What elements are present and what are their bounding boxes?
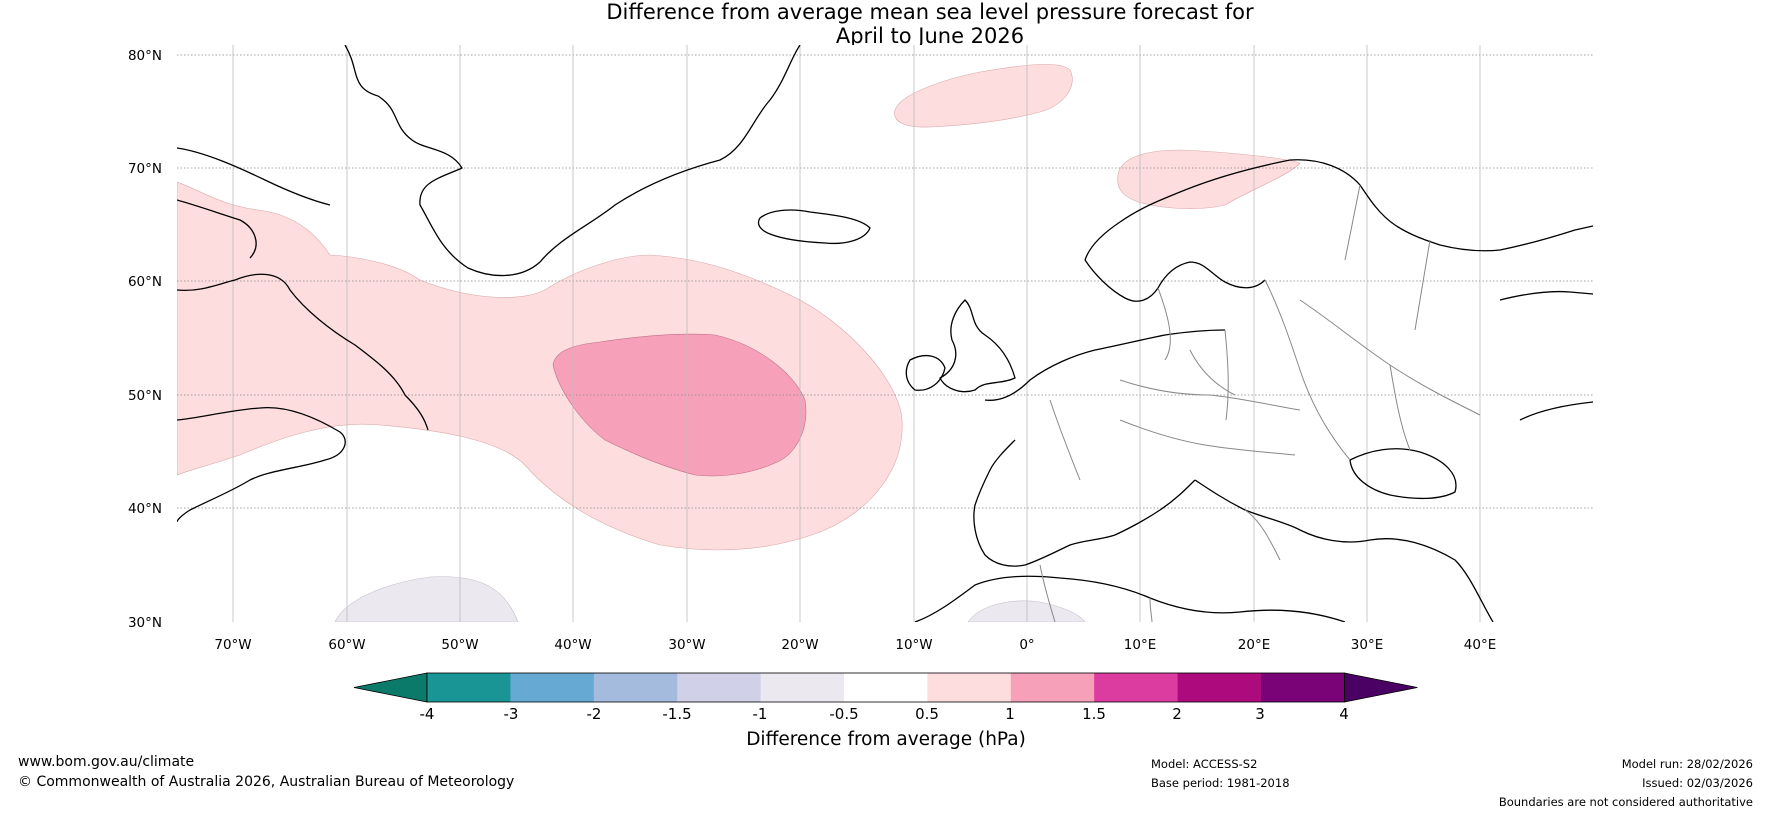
meridians <box>232 45 1481 622</box>
lon-label-40e: 40°E <box>1464 637 1496 653</box>
lon-label-60w: 60°W <box>328 637 365 653</box>
cb-tick-label: 1.5 <box>1082 705 1106 723</box>
cb-tick-label: -0.5 <box>829 705 858 723</box>
graticule <box>177 54 1593 509</box>
lat-label-50n: 50°N <box>128 388 162 404</box>
colorbar-segment <box>844 673 928 702</box>
colorbar-segment <box>1010 673 1095 702</box>
lon-label-0: 0° <box>1019 637 1034 653</box>
colorbar-segments <box>353 672 1418 703</box>
cb-tick-label: -1.5 <box>662 705 691 723</box>
cb-tick-label: 2 <box>1172 705 1182 723</box>
lat-label-40n: 40°N <box>128 501 162 517</box>
footer-model-run: Model run: 28/02/2026 <box>1621 757 1753 771</box>
cb-tick-label: -2 <box>587 705 602 723</box>
lon-label-70w: 70°W <box>214 637 251 653</box>
colorbar-outline <box>426 672 1345 703</box>
map-title: Difference from average mean sea level p… <box>560 0 1300 48</box>
lon-label-20w: 20°W <box>781 637 818 653</box>
title-line-2: April to June 2026 <box>835 24 1025 48</box>
latitude-labels: 80°N 70°N 60°N 50°N 40°N 30°N <box>128 48 162 631</box>
colorbar-extend-high <box>1344 672 1418 703</box>
cb-tick-label: 1 <box>1005 705 1015 723</box>
lon-label-10w: 10°W <box>895 637 932 653</box>
footer-issued: Issued: 02/03/2026 <box>1642 776 1753 790</box>
lon-label-10e: 10°E <box>1124 637 1156 653</box>
cb-tick-label: 3 <box>1255 705 1265 723</box>
lon-label-50w: 50°W <box>441 637 478 653</box>
colorbar-segment <box>760 673 845 702</box>
footer-base-period: Base period: 1981-2018 <box>1151 776 1290 790</box>
lon-label-30e: 30°E <box>1351 637 1383 653</box>
footer-website: www.bom.gov.au/climate <box>18 754 195 770</box>
map-panel <box>177 45 1593 622</box>
anomaly-negative-weak <box>334 576 1086 622</box>
footer-disclaimer: Boundaries are not considered authoritat… <box>1498 795 1753 809</box>
colorbar-tick-labels: -4 -3 -2 -1.5 -1 -0.5 0.5 1 1.5 2 3 4 <box>420 705 1349 723</box>
cb-tick-label: -3 <box>504 705 519 723</box>
colorbar-segment <box>1177 673 1262 702</box>
colorbar-segment <box>510 673 595 702</box>
colorbar: -4 -3 -2 -1.5 -1 -0.5 0.5 1 1.5 2 3 4 Di… <box>353 672 1418 750</box>
colorbar-title: Difference from average (hPa) <box>746 729 1026 750</box>
lat-label-60n: 60°N <box>128 274 162 290</box>
cb-tick-label: 4 <box>1339 705 1349 723</box>
title-line-1: Difference from average mean sea level p… <box>606 0 1254 24</box>
lon-label-30w: 30°W <box>668 637 705 653</box>
lon-label-20e: 20°E <box>1238 637 1270 653</box>
anomaly-positive-moderate <box>552 333 807 477</box>
lon-label-40w: 40°W <box>554 637 591 653</box>
longitude-labels: 70°W 60°W 50°W 40°W 30°W 20°W 10°W 0° 10… <box>214 637 1496 653</box>
cb-tick-label: -4 <box>420 705 435 723</box>
cb-tick-label: 0.5 <box>915 705 939 723</box>
colorbar-segment <box>593 673 678 702</box>
footer-model: Model: ACCESS-S2 <box>1151 757 1258 771</box>
cb-tick-label: -1 <box>753 705 768 723</box>
colorbar-segment <box>1261 673 1345 702</box>
lat-label-80n: 80°N <box>128 48 162 64</box>
colorbar-segment <box>1094 673 1179 702</box>
colorbar-segment <box>427 673 511 702</box>
colorbar-extend-low <box>353 672 428 703</box>
lat-label-70n: 70°N <box>128 161 162 177</box>
coastlines <box>177 45 1593 622</box>
colorbar-segment <box>927 673 1012 702</box>
footer-copyright: © Commonwealth of Australia 2026, Austra… <box>18 774 515 790</box>
colorbar-segment <box>677 673 762 702</box>
lat-label-30n: 30°N <box>128 615 162 631</box>
country-borders <box>1039 184 1481 622</box>
